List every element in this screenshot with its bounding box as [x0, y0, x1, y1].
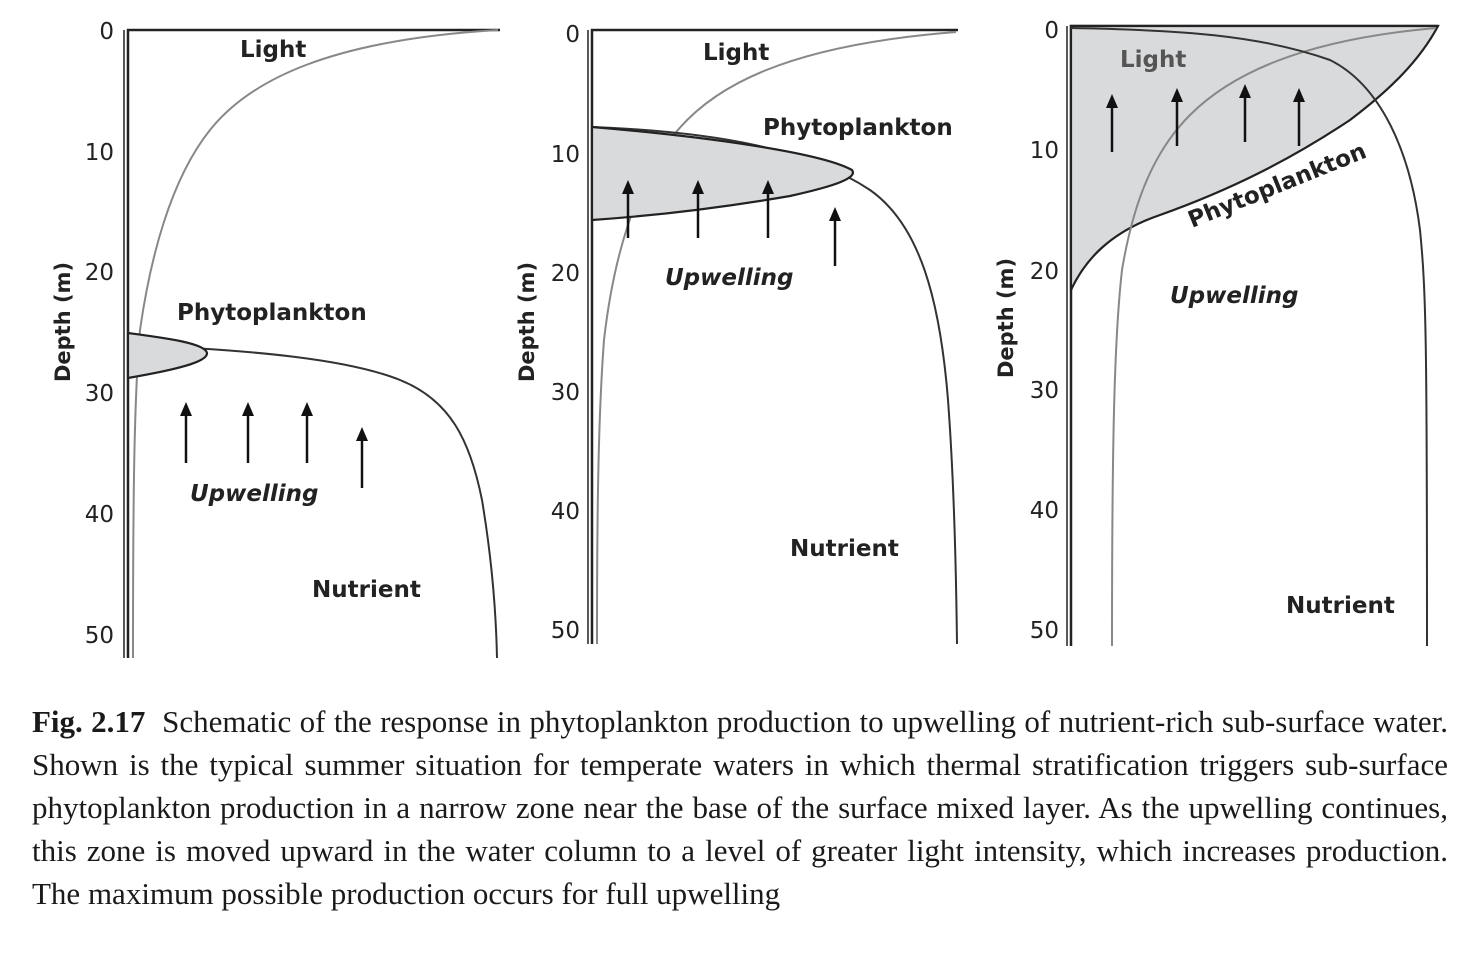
panel-2-phytoplankton-peak: [590, 125, 855, 222]
panel-2-ytick-20: 20: [551, 261, 580, 287]
panel-1-ytick-0: 0: [99, 19, 114, 45]
panel-1-upwelling-arrows: [180, 402, 368, 488]
panel-1-label-phytoplankton: Phytoplankton: [177, 300, 367, 326]
panel-3: 0 10 20 30 40 50 Depth (m) Light Phytopl…: [994, 18, 1440, 647]
panel-1-axis: [126, 28, 500, 658]
panel-1-ytick-40: 40: [85, 502, 114, 528]
panel-2-nutrient-curve: [591, 126, 958, 645]
panel-3-ytick-20: 20: [1030, 259, 1059, 285]
panel-1-label-light: Light: [240, 37, 306, 63]
panel-1-ytick-50: 50: [85, 623, 114, 649]
panel-2: 0 10 20 30 40 50 Depth (m) Light Phytopl…: [515, 22, 958, 645]
panel-3-nutrient-curve: [1070, 27, 1428, 647]
panel-3-phytoplankton-region: [1069, 24, 1440, 291]
panel-2-label-upwelling: Upwelling: [665, 265, 793, 291]
panel-2-y-axis-label: Depth (m): [515, 262, 539, 382]
panel-2-ytick-0: 0: [565, 22, 580, 48]
panel-3-ytick-40: 40: [1030, 498, 1059, 524]
panel-1-light-curve: [132, 29, 499, 659]
panel-3-y-axis-label: Depth (m): [994, 258, 1018, 378]
panel-1-label-upwelling: Upwelling: [190, 481, 318, 507]
panel-3-label-light: Light: [1120, 47, 1186, 73]
panel-1-nutrient-curve: [127, 344, 498, 659]
figure-caption: Fig. 2.17 Schematic of the response in p…: [32, 700, 1448, 915]
panel-1-y-axis-label: Depth (m): [51, 262, 75, 382]
figure-number: Fig. 2.17: [32, 704, 146, 739]
panel-3-ytick-50: 50: [1030, 618, 1059, 644]
panel-1-ytick-30: 30: [85, 381, 114, 407]
panel-3-upwelling-arrows: [1106, 84, 1305, 152]
panel-2-label-phytoplankton: Phytoplankton: [763, 115, 953, 141]
panel-1-label-nutrient: Nutrient: [312, 577, 421, 603]
panel-2-ytick-30: 30: [551, 380, 580, 406]
panel-3-light-curve: [1111, 27, 1437, 647]
panel-3-label-nutrient: Nutrient: [1286, 593, 1395, 619]
panel-1-phytoplankton-peak: [126, 331, 209, 380]
panel-1: 0 10 20 30 40 50 Depth (m) Light Phytopl…: [51, 19, 500, 659]
caption-text: Schematic of the response in phytoplankt…: [32, 704, 1449, 911]
panel-2-ytick-40: 40: [551, 499, 580, 525]
panel-2-upwelling-arrows: [622, 180, 841, 266]
panel-3-ytick-0: 0: [1044, 18, 1059, 44]
panel-2-ytick-50: 50: [551, 618, 580, 644]
panel-1-ytick-20: 20: [85, 260, 114, 286]
panel-2-label-nutrient: Nutrient: [790, 536, 899, 562]
panel-2-light-curve: [596, 31, 957, 645]
panel-1-ytick-10: 10: [85, 140, 114, 166]
panel-2-ytick-10: 10: [551, 142, 580, 168]
panel-3-ytick-10: 10: [1030, 138, 1059, 164]
panel-2-axis: [590, 28, 958, 644]
panel-3-ytick-30: 30: [1030, 378, 1059, 404]
panel-2-label-light: Light: [703, 40, 769, 66]
panel-3-label-upwelling: Upwelling: [1170, 283, 1298, 309]
figure-upwelling-schematic: 0 10 20 30 40 50 Depth (m) Light Phytopl…: [51, 18, 1440, 659]
